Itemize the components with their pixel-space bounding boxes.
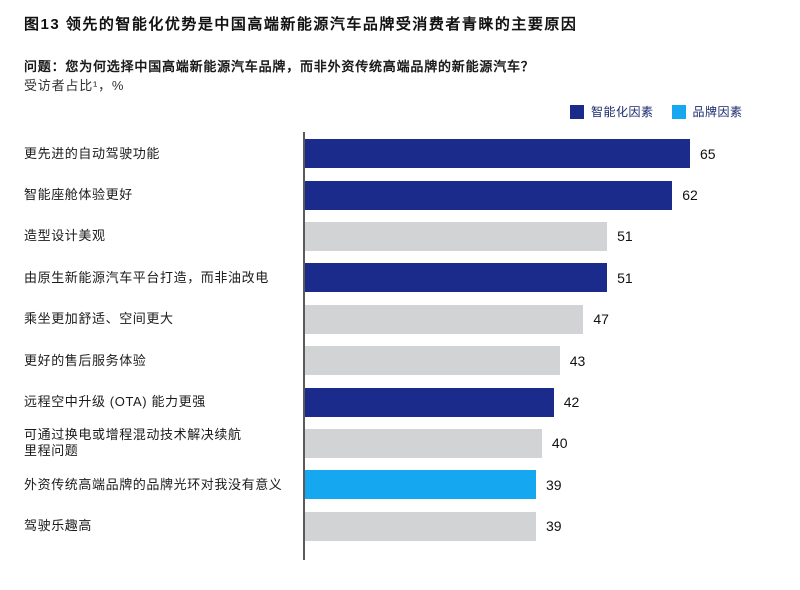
bar-brand [305,470,536,500]
value-label: 65 [700,145,716,162]
chart-row: 外资传统高端品牌的品牌光环对我没有意义 39 [24,464,776,505]
chart-row: 造型设计美观 51 [24,216,776,257]
bar-track: 43 [305,346,776,376]
chart-row: 更好的售后服务体验 43 [24,340,776,381]
legend-item-intelligence: 智能化因素 [570,103,654,120]
value-label: 39 [546,476,562,493]
bar-intelligence [305,180,673,210]
category-label: 远程空中升级 (OTA) 能力更强 [24,393,206,409]
bar-track: 39 [305,470,776,500]
bar-intelligence [305,387,554,417]
category-label: 更先进的自动驾驶功能 [24,145,161,161]
legend-item-brand: 品牌因素 [671,103,743,120]
value-label: 47 [593,311,609,328]
bar-intelligence [305,139,690,169]
figure-title: 图13 领先的智能化优势是中国高端新能源汽车品牌受消费者青睐的主要原因 [24,16,578,33]
value-label: 39 [546,518,562,535]
value-label: 40 [551,435,568,452]
category-label: 智能座舱体验更好 [24,186,133,202]
bar-track: 40 [305,428,776,458]
chart-row: 智能座舱体验更好 62 [24,174,776,215]
category-label: 可通过换电或增程混动技术解决续航 里程问题 [24,427,242,459]
legend-label: 品牌因素 [692,105,743,119]
value-label: 43 [569,352,586,369]
bar-other [305,221,608,251]
bar-other [305,428,542,458]
chart-row: 可通过换电或增程混动技术解决续航 里程问题 40 [24,423,776,464]
bar-other [305,511,536,541]
chart-row: 远程空中升级 (OTA) 能力更强 42 [24,381,776,422]
legend-swatch [570,104,584,119]
category-label: 造型设计美观 [24,228,106,244]
chart-row: 乘坐更加舒适、空间更大 47 [24,299,776,340]
value-label: 51 [617,269,633,286]
bar-track: 51 [305,221,776,251]
chart-row: 由原生新能源汽车平台打造，而非油改电 51 [24,257,776,298]
bar-track: 62 [305,180,776,210]
bar-track: 39 [305,511,776,541]
chart-row: 更先进的自动驾驶功能 65 [24,133,776,174]
bar-track: 47 [305,304,776,334]
chart-row: 驾驶乐趣高 39 [24,506,776,547]
category-label: 驾驶乐趣高 [24,518,93,534]
legend-label: 智能化因素 [591,105,654,119]
value-label: 51 [617,228,633,245]
chart-legend: 智能化因素 品牌因素 [570,103,743,120]
category-label: 由原生新能源汽车平台打造，而非油改电 [24,269,269,285]
chart-axis-line [303,132,305,560]
unit-note: 受访者占比¹，% [24,78,125,93]
category-label: 外资传统高端品牌的品牌光环对我没有意义 [24,476,283,492]
bar-track: 65 [305,139,776,169]
chart-rows: 更先进的自动驾驶功能 65 智能座舱体验更好 62 造型设计美观 51 由原生新能源汽车平台… [24,133,776,547]
bar-other [305,346,560,376]
survey-question: 问题：您为何选择中国高端新能源汽车品牌，而非外资传统高端品牌的新能源汽车？ [24,59,535,74]
value-label: 42 [563,394,580,411]
bar-other [305,304,584,334]
legend-swatch [671,104,686,119]
category-label: 乘坐更加舒适、空间更大 [24,311,174,327]
category-label: 更好的售后服务体验 [24,352,147,368]
bar-track: 51 [305,263,776,293]
bar-track: 42 [305,387,776,417]
bar-intelligence [305,263,608,293]
value-label: 62 [682,187,698,204]
